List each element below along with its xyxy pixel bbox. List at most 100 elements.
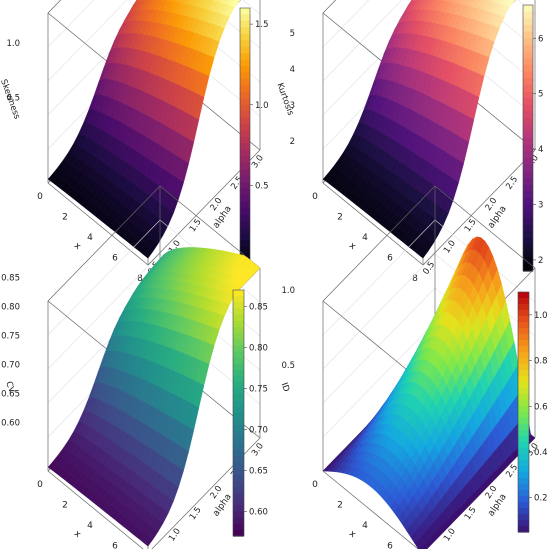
colorbar-segment [240,33,250,41]
colorbar: 0.60 0.65 0.70 0.75 0.80 0.85 [232,289,268,537]
x-tick-label: 4 [362,233,368,243]
z-tick-label: 0.65 [1,390,20,400]
x-tick-label: 4 [87,233,93,243]
z-tick-label: 0.5 [6,93,20,103]
colorbar-segment [240,27,250,35]
grid-line [322,0,536,116]
colorbar-segment [518,412,529,419]
colorbar-tick-label: 1.5 [255,20,269,30]
colorbar-segment [233,523,244,531]
colorbar-segment [518,424,529,431]
colorbar-segment [523,38,533,46]
colorbar-segment [518,400,529,407]
colorbar-segment [240,8,250,16]
colorbar-segment [518,508,529,515]
colorbar-segment [523,11,533,19]
id-panel: 02468x0.51.01.52.02.53.0alpha0.51.0ID0.2… [279,185,548,549]
x-tick-label: 0 [37,480,43,490]
colorbar-segment [523,104,533,112]
colorbar-segment [523,31,533,39]
colorbar-segment [523,98,533,106]
alpha-tick-label: 0.5 [146,548,162,549]
colorbar-segment [233,529,244,537]
colorbar-segment [523,257,533,265]
colorbar-segment [240,149,250,157]
x-axis-label: x [72,241,83,253]
z-axis-label: Kurtosis [274,82,295,118]
colorbar-segment [518,466,529,473]
colorbar-segment [523,138,533,146]
z-tick-label: 0.5 [281,361,295,371]
colorbar-segment [523,84,533,93]
colorbar-tick-label: 0.4 [534,448,548,458]
colorbar-segment [240,246,250,254]
colorbar-segment [240,59,250,67]
colorbar-segment [233,382,244,389]
colorbar-segment [518,370,529,377]
colorbar-segment [518,442,529,449]
x-axis-label: x [347,241,358,253]
colorbar-segment [523,18,533,26]
colorbar-segment [518,484,529,491]
colorbar-segment [233,511,244,519]
x-axis-label: x [72,529,83,541]
colorbar-segment [518,358,529,365]
colorbar-segment [518,436,529,443]
colorbar-segment [518,322,529,329]
z-axis: 0.51.01.5Skewness [0,39,22,121]
colorbar-segment [240,46,250,54]
colorbar-segment [523,211,533,219]
colorbar-segment [233,517,244,525]
colorbar-segment [233,505,244,512]
colorbar-segment [240,207,250,215]
colorbar-segment [233,492,244,500]
alpha-tick-label: 1.5 [188,505,204,522]
colorbar-segment [240,20,250,28]
colorbar-segment [233,345,244,353]
colorbar-segment [233,388,244,396]
grid-line [47,0,261,48]
z-tick-label: 5 [290,29,295,39]
colorbar-segment [518,472,529,479]
colorbar-segment [518,448,529,455]
colorbar-tick-label: 0.6 [534,402,548,412]
colorbar-segment [523,244,533,252]
colorbar-tick-label: 2 [538,256,543,266]
alpha-tick-label: 3.0 [250,153,266,170]
alpha-tick-label: 1.0 [167,527,183,544]
colorbar-tick-label: 0.80 [249,343,268,353]
colorbar-segment [233,363,244,371]
colorbar-segment [523,231,533,239]
colorbar-tick-label: 0.85 [249,302,268,312]
z-tick-label: 3 [290,101,295,111]
alpha-tick-label: 3.0 [250,441,266,458]
colorbar-segment [523,124,533,132]
surface [322,0,516,259]
colorbar-segment [233,308,244,316]
colorbar-segment [233,326,244,334]
colorbar-segment [518,460,529,467]
colorbar-segment [240,85,250,93]
colorbar-segment [518,310,529,317]
colorbar-segment [233,474,244,482]
colorbar-segment [233,394,244,402]
x-tick-label: 2 [337,501,343,511]
x-tick-label: 2 [337,213,343,223]
colorbar-segment [523,204,533,212]
colorbar-segment [233,339,244,346]
colorbar-segment [233,314,244,322]
colorbar-segment [233,425,244,433]
colorbar-segment [523,164,533,172]
colorbar-tick-label: 0.60 [249,507,268,517]
colorbar-segment [240,40,250,48]
colorbar-segment [240,137,250,145]
colorbar-segment [233,351,244,359]
colorbar: 0.2 0.4 0.6 0.8 1.0 [517,291,548,533]
colorbar-segment [240,72,250,80]
colorbar-segment [518,454,529,461]
colorbar-tick-label: 5 [538,90,543,100]
x-tick-label: 6 [387,542,393,549]
z-tick-label: 0.75 [1,331,20,341]
box-edge [159,185,261,269]
